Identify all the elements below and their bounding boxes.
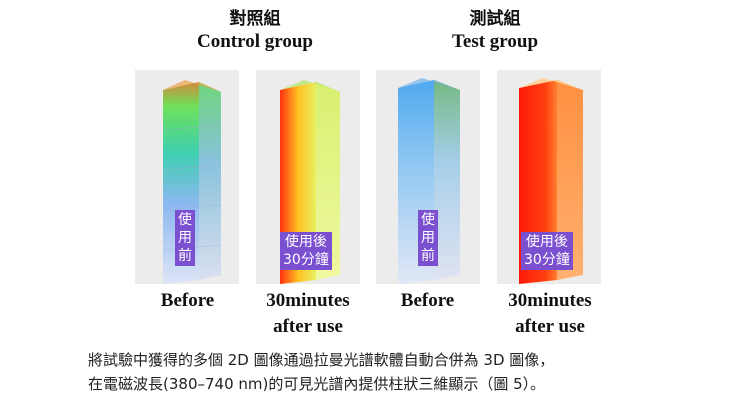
control-before-image: 使 用 前 — [135, 70, 239, 284]
figure-description: 將試驗中獲得的多個 2D 圖像通過拉曼光譜軟體自動合併為 3D 圖像， 在電磁波… — [88, 348, 688, 396]
caption-test-before: Before — [400, 290, 455, 311]
caption-control-before: Before — [160, 290, 215, 311]
description-line-2: 在電磁波長(380–740 nm)的可見光譜內提供柱狀三維顯示（圖 5）。 — [88, 375, 546, 393]
after-tag: 使用後 30分鐘 — [280, 232, 332, 270]
test-group-title: 測試組 Test group — [380, 8, 610, 54]
caption-control-after: 30minutes after use — [266, 290, 350, 337]
control-after-image: 使用後 30分鐘 — [256, 70, 360, 284]
description-line-1: 將試驗中獲得的多個 2D 圖像通過拉曼光譜軟體自動合併為 3D 圖像， — [88, 351, 555, 369]
before-tag: 使 用 前 — [418, 210, 438, 266]
test-group-title-cn: 測試組 — [469, 9, 521, 29]
caption-test-after: 30minutes after use — [508, 290, 592, 337]
control-group-title-en: Control group — [197, 31, 313, 52]
test-group-title-en: Test group — [451, 31, 539, 52]
test-after-image: 使用後 30分鐘 — [497, 70, 601, 284]
before-tag: 使 用 前 — [175, 210, 195, 266]
control-group-title: 對照組 Control group — [140, 8, 370, 54]
test-before-image: 使 用 前 — [376, 70, 480, 284]
control-group-title-cn: 對照組 — [229, 9, 281, 29]
after-tag: 使用後 30分鐘 — [521, 232, 573, 270]
